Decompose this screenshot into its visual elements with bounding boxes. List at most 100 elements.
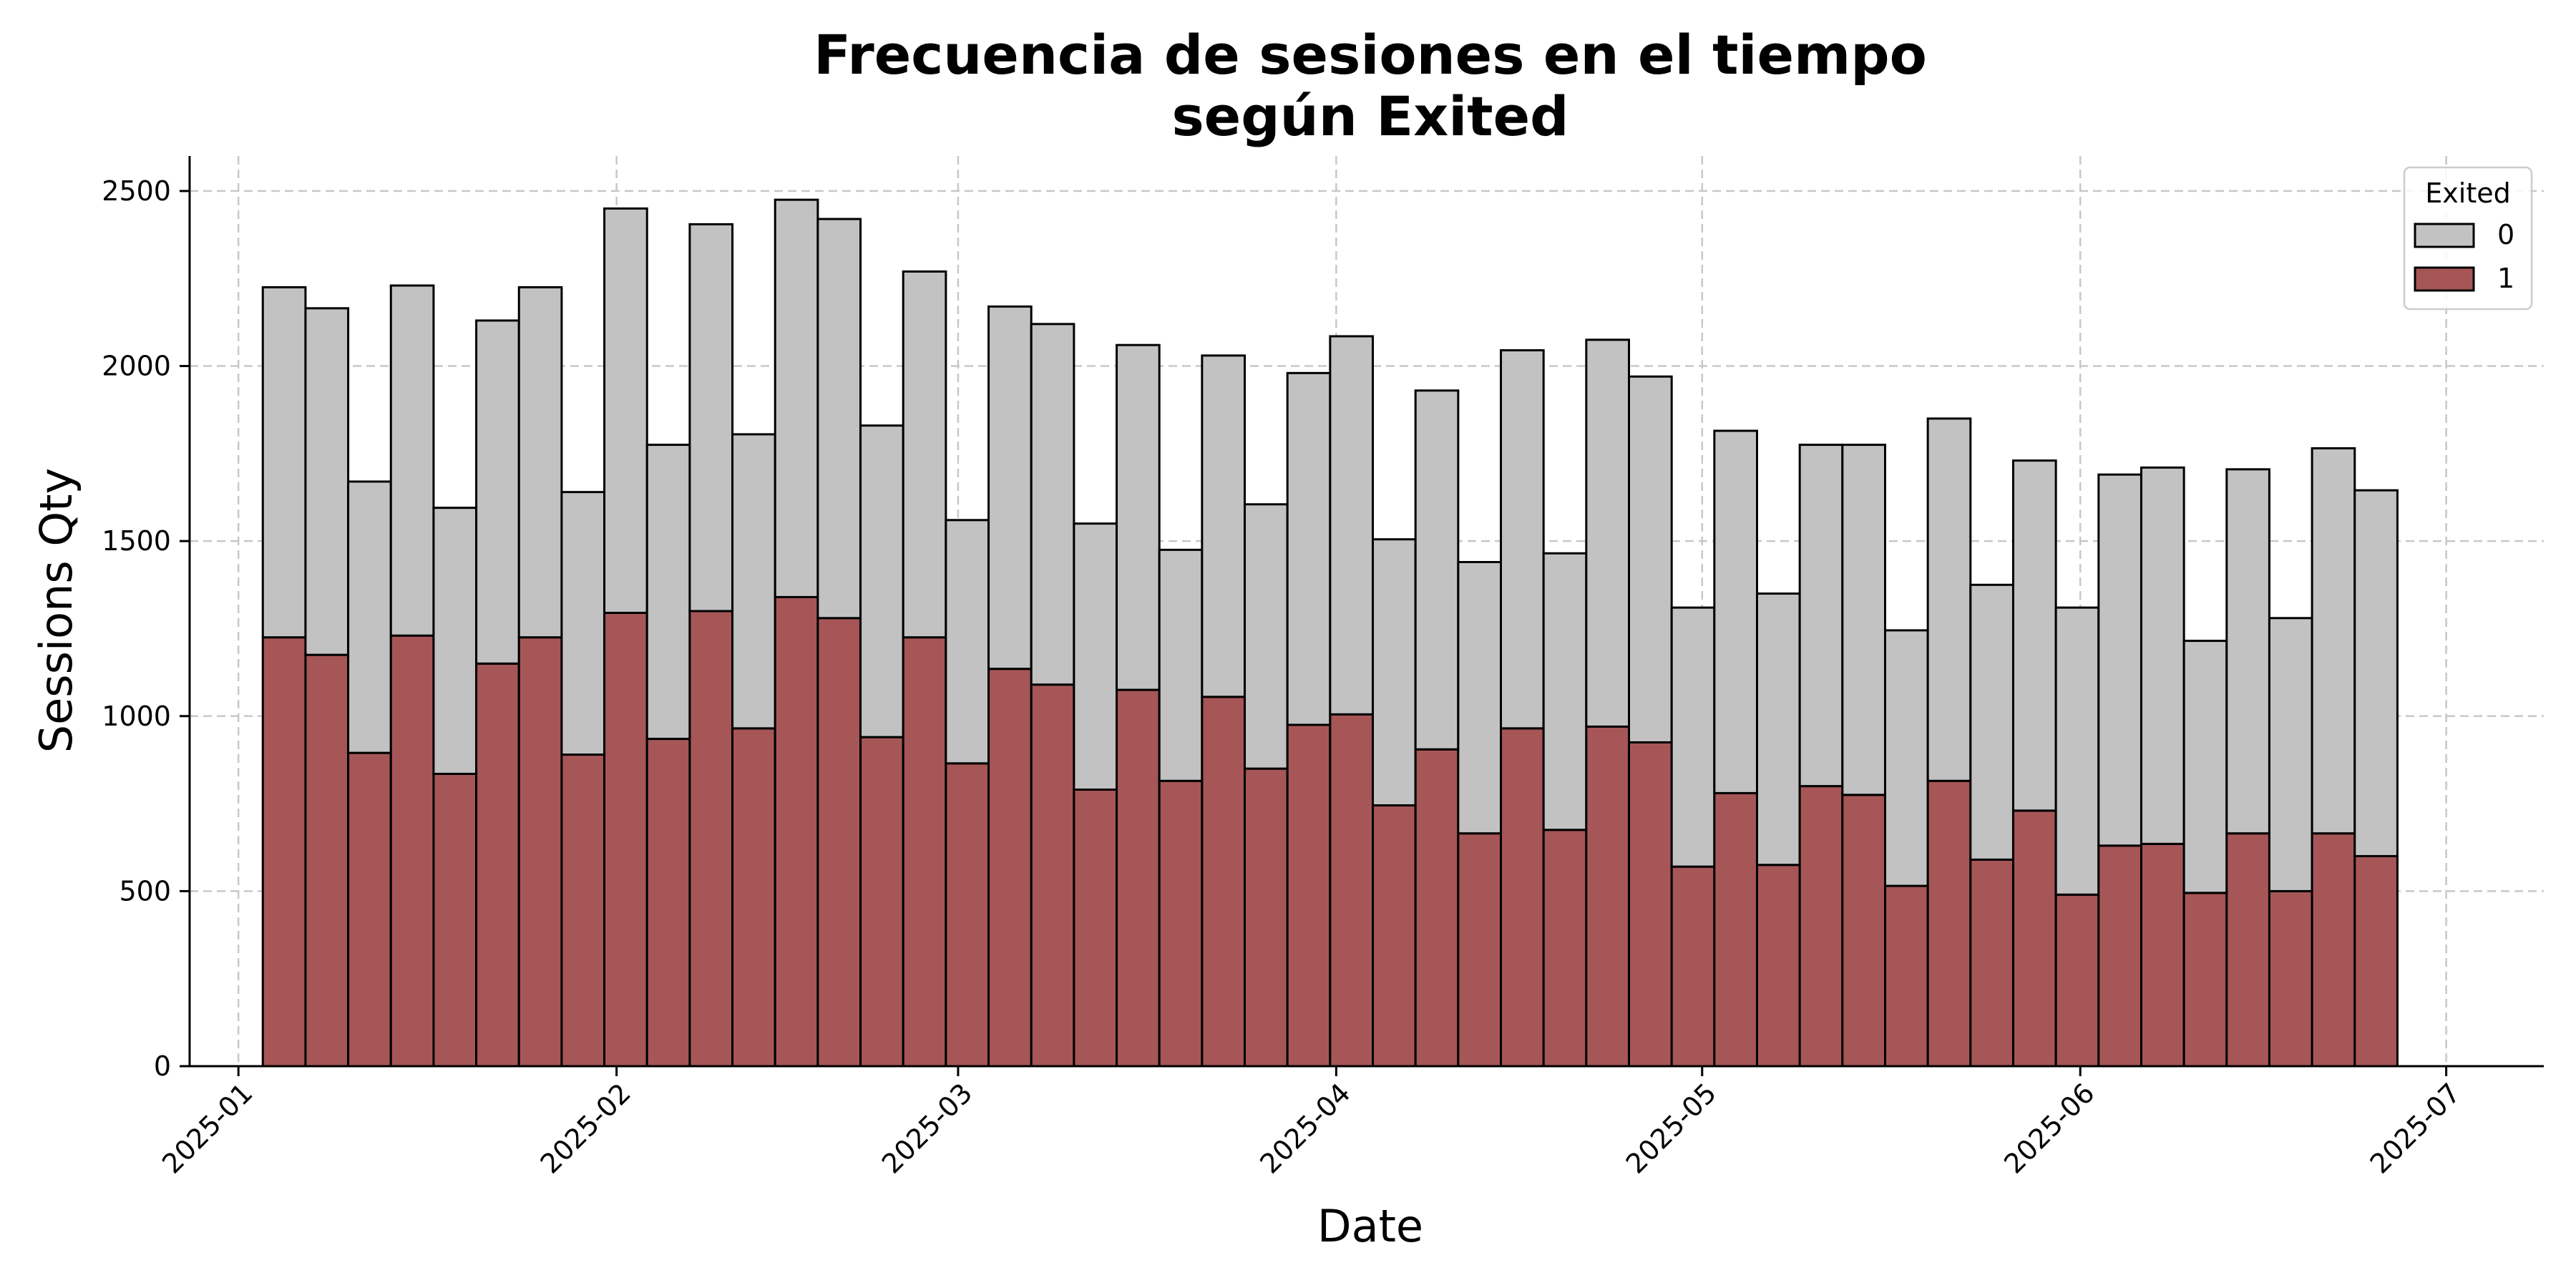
bar-exited-0 xyxy=(1158,548,1204,782)
bar-exited-0 xyxy=(517,286,563,639)
legend-label: 1 xyxy=(2497,263,2514,294)
bar-exited-1 xyxy=(517,636,563,1068)
bar-exited-1 xyxy=(2011,809,2057,1068)
legend-title: Exited xyxy=(2425,177,2510,209)
bar-exited-1 xyxy=(1329,713,1375,1068)
bar-exited-0 xyxy=(688,223,734,613)
bar-exited-1 xyxy=(1201,696,1246,1068)
bar-exited-1 xyxy=(1158,779,1204,1068)
bar-exited-0 xyxy=(2054,606,2100,896)
chart-subtitle: según Exited xyxy=(1171,84,1568,148)
bar-exited-0 xyxy=(1969,583,2014,861)
bar-exited-1 xyxy=(2353,854,2399,1068)
x-tick-label: 2025-01 xyxy=(156,1077,258,1179)
bar-exited-1 xyxy=(902,636,947,1068)
bar-exited-0 xyxy=(1030,323,1075,686)
bar-exited-1 xyxy=(347,751,392,1068)
bar-exited-1 xyxy=(2311,832,2356,1068)
bar-exited-1 xyxy=(1883,884,1929,1068)
legend-label: 0 xyxy=(2497,219,2514,250)
bar-exited-0 xyxy=(475,319,520,665)
bar-exited-0 xyxy=(1286,371,1332,726)
bar-exited-0 xyxy=(1628,375,1673,743)
bar-exited-0 xyxy=(2353,489,2399,857)
bar-exited-1 xyxy=(1073,789,1118,1068)
bar-exited-0 xyxy=(1201,354,1246,698)
bar-exited-0 xyxy=(1926,417,1972,782)
bar-exited-1 xyxy=(859,736,904,1068)
bar-exited-1 xyxy=(1116,688,1161,1068)
legend: Exited 01 xyxy=(2403,166,2533,311)
legend-items: 01 xyxy=(2414,219,2514,294)
bar-exited-0 xyxy=(1755,592,1801,867)
x-tick-label: 2025-04 xyxy=(1254,1077,1356,1179)
bar-exited-0 xyxy=(1414,389,1460,751)
bars xyxy=(261,198,2399,1068)
bar-exited-1 xyxy=(1414,748,1460,1068)
x-tick-label: 2025-07 xyxy=(2364,1077,2467,1179)
bar-exited-0 xyxy=(1073,522,1118,791)
bar-exited-0 xyxy=(902,270,947,639)
legend-swatch xyxy=(2414,266,2475,292)
bar-exited-1 xyxy=(432,772,478,1068)
bar-exited-0 xyxy=(987,305,1033,670)
bar-exited-1 xyxy=(1841,794,1886,1068)
bar-exited-1 xyxy=(1585,725,1631,1068)
bar-exited-0 xyxy=(389,284,435,637)
bar-exited-1 xyxy=(1798,785,1844,1068)
bar-exited-1 xyxy=(603,611,648,1068)
bar-exited-0 xyxy=(2140,466,2185,845)
bar-exited-1 xyxy=(1286,723,1332,1068)
bar-exited-1 xyxy=(774,595,819,1068)
bar-exited-1 xyxy=(1670,865,1716,1068)
bar-exited-0 xyxy=(2311,447,2356,835)
bar-exited-1 xyxy=(1628,741,1673,1068)
bar-exited-1 xyxy=(1372,804,1417,1068)
bar-exited-1 xyxy=(475,662,520,1068)
bar-exited-0 xyxy=(1713,429,1758,794)
bar-exited-0 xyxy=(1542,552,1588,831)
chart-title: Frecuencia de sesiones en el tiempo xyxy=(814,23,1927,87)
bar-exited-0 xyxy=(2097,473,2142,847)
bar-exited-1 xyxy=(560,753,606,1068)
bar-exited-0 xyxy=(645,444,691,741)
bar-exited-0 xyxy=(432,507,478,775)
bar-exited-1 xyxy=(1457,832,1503,1068)
bar-exited-0 xyxy=(603,207,648,614)
bar-exited-1 xyxy=(1755,864,1801,1068)
bar-exited-0 xyxy=(2225,468,2270,835)
bar-exited-0 xyxy=(1841,444,1886,796)
bar-exited-0 xyxy=(1244,503,1289,770)
bar-exited-0 xyxy=(1585,338,1631,728)
bar-exited-0 xyxy=(2182,640,2228,894)
bar-exited-1 xyxy=(1542,829,1588,1068)
bar-exited-0 xyxy=(560,491,606,756)
bar-exited-1 xyxy=(2140,842,2185,1068)
bar-exited-0 xyxy=(2268,617,2313,892)
y-axis-label: Sessions Qty xyxy=(30,468,82,753)
bar-exited-0 xyxy=(774,198,819,598)
bar-exited-0 xyxy=(816,218,862,620)
bar-exited-1 xyxy=(2054,893,2100,1068)
bar-exited-0 xyxy=(347,480,392,754)
bar-exited-1 xyxy=(1500,727,1545,1068)
y-tick-label: 1500 xyxy=(102,525,171,557)
bar-exited-1 xyxy=(304,653,350,1068)
bar-exited-0 xyxy=(1372,538,1417,807)
bar-exited-1 xyxy=(1969,858,2014,1068)
bar-exited-1 xyxy=(688,610,734,1068)
x-tick-label: 2025-05 xyxy=(1620,1077,1722,1179)
axes xyxy=(188,156,2544,1068)
y-tick-label: 0 xyxy=(154,1050,171,1082)
bar-exited-1 xyxy=(389,634,435,1068)
bar-exited-1 xyxy=(731,727,776,1068)
x-axis-label: Date xyxy=(1317,1200,1423,1252)
legend-swatch xyxy=(2414,223,2475,248)
bar-exited-0 xyxy=(1329,335,1375,716)
bar-exited-0 xyxy=(945,519,990,765)
bar-exited-1 xyxy=(1244,767,1289,1068)
bar-exited-0 xyxy=(1116,343,1161,691)
bar-exited-0 xyxy=(2011,459,2057,812)
bar-exited-1 xyxy=(945,762,990,1068)
